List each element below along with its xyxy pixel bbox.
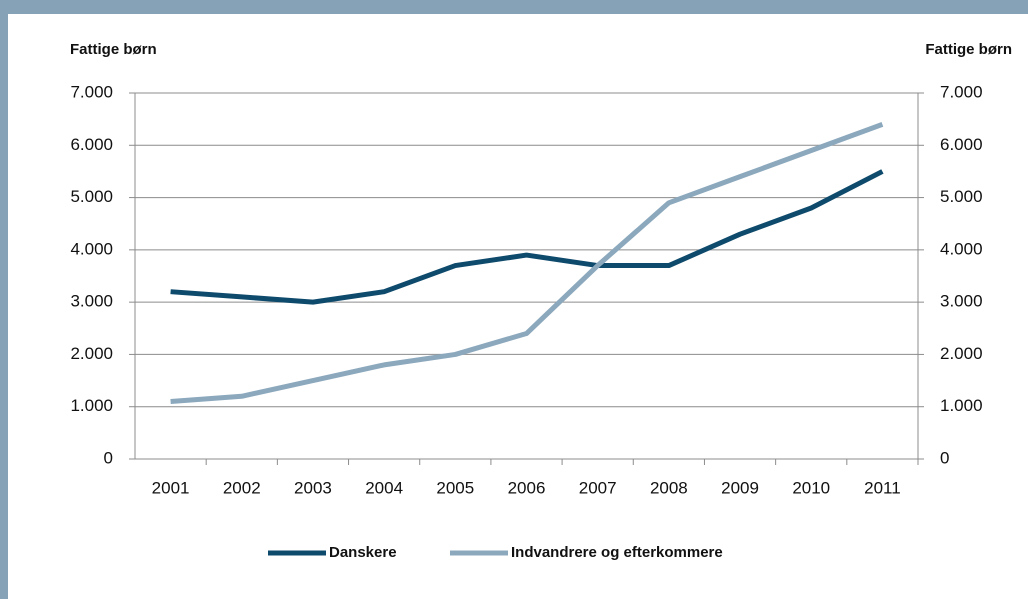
x-tick-label: 2003 — [294, 478, 332, 497]
series-line — [170, 169, 884, 305]
series-line — [170, 122, 884, 404]
y2-tick-label: 3.000 — [940, 292, 983, 311]
y-tick-label: 1.000 — [70, 396, 113, 415]
y-tick-label: 7.000 — [70, 82, 113, 101]
x-tick-label: 2008 — [650, 478, 688, 497]
y-tick-label: 0 — [104, 448, 113, 467]
x-tick-label: 2006 — [508, 478, 546, 497]
y2-axis-label: Fattige børn — [925, 41, 1012, 58]
y2-tick-label: 2.000 — [940, 344, 983, 363]
x-tick-label: 2005 — [436, 478, 474, 497]
y2-tick-label: 7.000 — [940, 82, 983, 101]
y2-tick-label: 5.000 — [940, 187, 983, 206]
x-tick-label: 2001 — [152, 478, 190, 497]
top-bar — [0, 0, 1028, 14]
legend-label: Indvandrere og efterkommere — [511, 544, 723, 561]
y2-tick-label: 0 — [940, 448, 949, 467]
y2-tick-label: 4.000 — [940, 239, 983, 258]
y2-tick-label: 1.000 — [940, 396, 983, 415]
y-tick-label: 4.000 — [70, 239, 113, 258]
y2-tick-label: 6.000 — [940, 135, 983, 154]
x-tick-label: 2004 — [365, 478, 403, 497]
y-tick-label: 6.000 — [70, 135, 113, 154]
x-tick-label: 2010 — [792, 478, 830, 497]
frame-left — [0, 0, 8, 599]
y-tick-label: 2.000 — [70, 344, 113, 363]
x-tick-label: 2011 — [864, 478, 901, 497]
y-tick-label: 3.000 — [70, 292, 113, 311]
x-tick-label: 2002 — [223, 478, 261, 497]
y-axis-label: Fattige børn — [70, 41, 157, 58]
x-tick-label: 2009 — [721, 478, 759, 497]
x-tick-label: 2007 — [579, 478, 617, 497]
legend-label: Danskere — [329, 544, 397, 561]
y-tick-label: 5.000 — [70, 187, 113, 206]
